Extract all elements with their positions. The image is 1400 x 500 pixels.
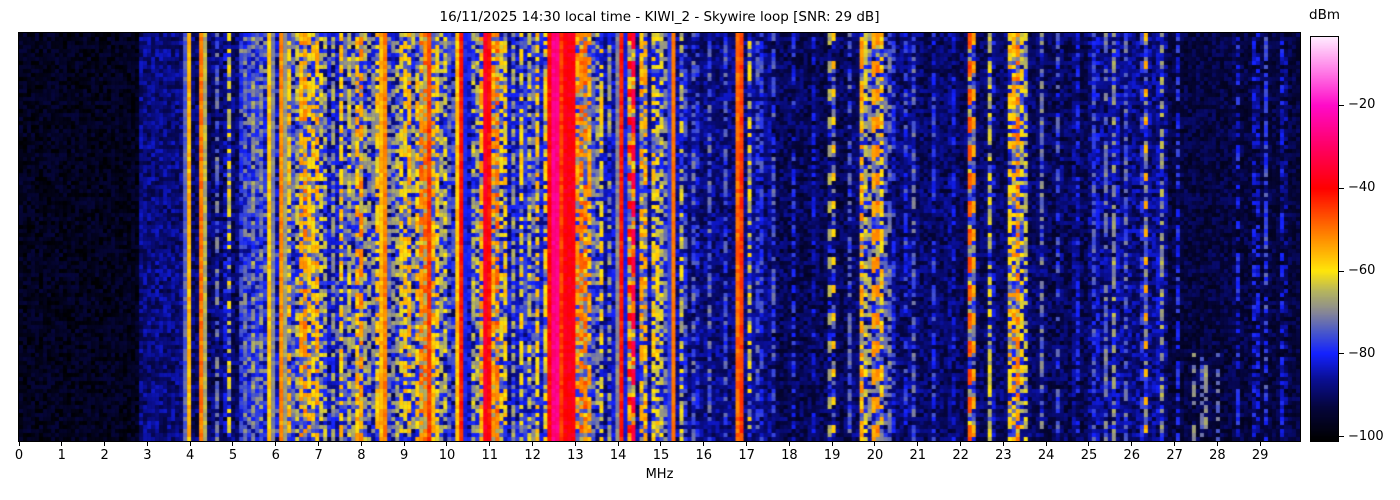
x-tick-label: 24	[1037, 448, 1055, 463]
x-tick-mark	[446, 442, 448, 446]
x-tick-label: 28	[1209, 448, 1226, 463]
colorbar-tick-mark	[1339, 187, 1344, 189]
x-tick-mark	[1045, 442, 1047, 446]
x-tick-label: 7	[314, 448, 323, 463]
colorbar-tick-mark	[1339, 270, 1344, 272]
x-tick-label: 14	[609, 448, 627, 463]
x-tick-mark	[61, 442, 63, 446]
x-tick-mark	[189, 442, 191, 446]
x-tick-label: 4	[186, 448, 195, 463]
x-tick-mark	[403, 442, 405, 446]
x-tick-label: 18	[781, 448, 798, 463]
x-tick-label: 23	[995, 448, 1012, 463]
x-tick-mark	[1259, 442, 1261, 446]
plot-title: 16/11/2025 14:30 local time - KIWI_2 - S…	[439, 9, 880, 25]
x-tick-label: 20	[866, 448, 884, 463]
x-tick-label: 3	[143, 448, 152, 463]
x-tick-mark	[360, 442, 362, 446]
x-tick-label: 1	[57, 448, 66, 463]
x-tick-mark	[1216, 442, 1218, 446]
colorbar	[1310, 36, 1339, 442]
x-tick-mark	[574, 442, 576, 446]
colorbar-tick-label: −100	[1348, 428, 1384, 444]
colorbar-tick-mark	[1339, 436, 1344, 438]
x-tick-mark	[1131, 442, 1133, 446]
x-tick-mark	[617, 442, 619, 446]
x-tick-mark	[788, 442, 790, 446]
x-tick-mark	[831, 442, 833, 446]
x-tick-mark	[532, 442, 534, 446]
x-tick-label: 11	[481, 448, 499, 463]
x-tick-label: 2	[100, 448, 109, 463]
x-tick-label: 9	[400, 448, 409, 463]
x-tick-mark	[489, 442, 491, 446]
x-tick-mark	[660, 442, 662, 446]
x-tick-label: 12	[524, 448, 541, 463]
x-tick-label: 5	[228, 448, 238, 463]
colorbar-tick-mark	[1339, 104, 1344, 106]
x-tick-label: 22	[952, 448, 969, 463]
x-tick-label: 19	[823, 448, 841, 463]
x-tick-mark	[275, 442, 277, 446]
x-tick-mark	[1088, 442, 1090, 446]
x-tick-label: 15	[652, 448, 670, 463]
waterfall-heatmap	[19, 33, 1300, 441]
x-tick-label: 21	[909, 448, 927, 463]
x-tick-mark	[874, 442, 876, 446]
colorbar-tick-label: −80	[1348, 345, 1376, 361]
x-tick-label: 16	[695, 448, 713, 463]
x-tick-mark	[1002, 442, 1004, 446]
x-axis-label: MHz	[645, 467, 674, 482]
x-tick-mark	[703, 442, 705, 446]
x-tick-label: 25	[1080, 448, 1098, 463]
x-tick-mark	[917, 442, 919, 446]
colorbar-tick-label: −40	[1348, 180, 1376, 196]
x-tick-mark	[746, 442, 748, 446]
x-tick-mark	[232, 442, 234, 446]
colorbar-gradient	[1311, 37, 1338, 441]
colorbar-label: dBm	[1309, 7, 1340, 23]
x-tick-label: 29	[1251, 448, 1269, 463]
x-tick-label: 13	[567, 448, 584, 463]
plot-area	[18, 32, 1301, 442]
x-tick-label: 6	[271, 448, 280, 463]
x-tick-mark	[318, 442, 320, 446]
x-tick-label: 8	[357, 448, 366, 463]
x-tick-label: 17	[738, 448, 755, 463]
x-tick-mark	[960, 442, 962, 446]
colorbar-tick-label: −60	[1348, 263, 1376, 279]
x-tick-label: 26	[1123, 448, 1141, 463]
x-tick-mark	[104, 442, 106, 446]
x-tick-mark	[1174, 442, 1176, 446]
x-tick-label: 27	[1166, 448, 1183, 463]
colorbar-tick-mark	[1339, 353, 1344, 355]
colorbar-tick-label: −20	[1348, 97, 1376, 113]
x-tick-mark	[18, 442, 20, 446]
x-tick-label: 0	[14, 448, 24, 463]
x-tick-mark	[146, 442, 148, 446]
x-tick-label: 10	[438, 448, 456, 463]
